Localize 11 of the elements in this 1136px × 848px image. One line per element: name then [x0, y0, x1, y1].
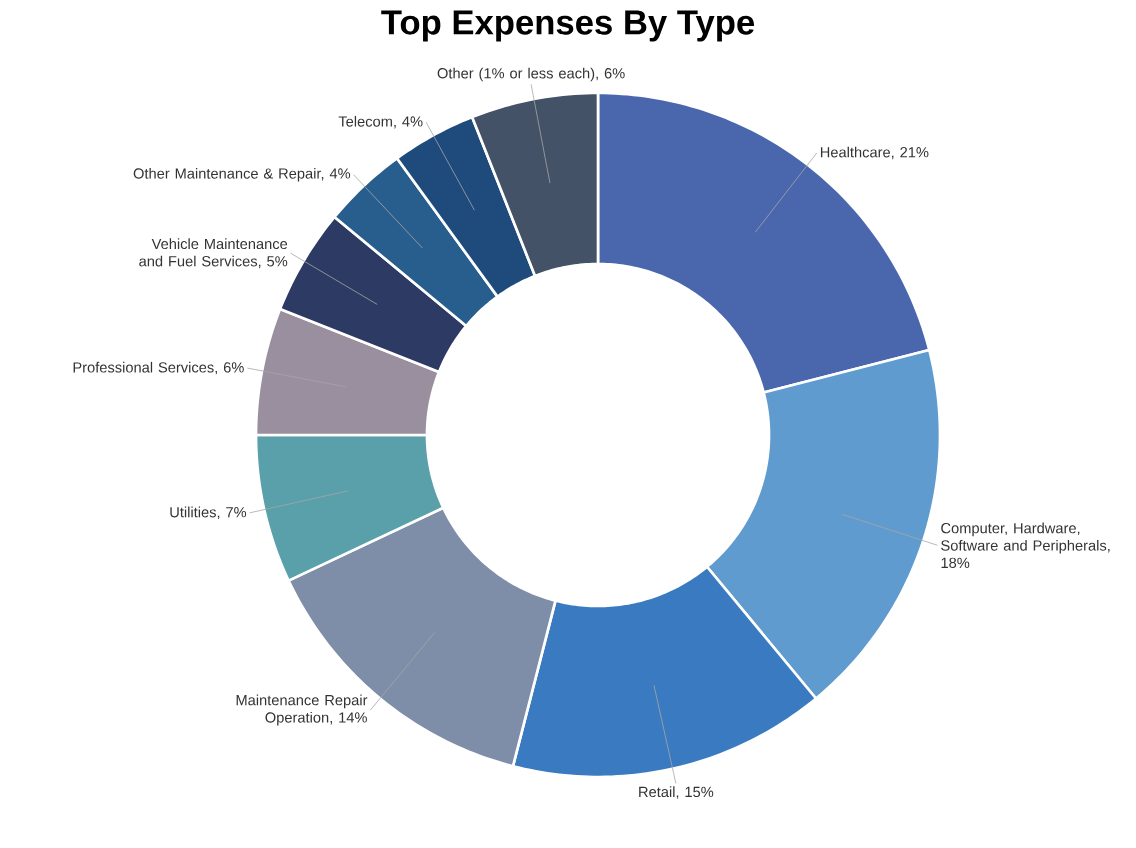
slice-label: Telecom, 4% [338, 115, 423, 129]
slice-label: Professional Services, 6% [73, 361, 244, 375]
slice-label: Other (1% or less each), 6% [437, 67, 625, 82]
slice-label: Other Maintenance & Repair, 4% [133, 167, 351, 182]
slice-label: Maintenance Repair Operation, 14% [236, 694, 368, 726]
chart-title: Top Expenses By Type [381, 10, 755, 42]
slice-label: Retail, 15% [639, 786, 714, 799]
slice-label: Utilities, 7% [170, 506, 247, 520]
slice-label: Vehicle Maintenance and Fuel Services, 5% [139, 238, 288, 269]
slice-label: Computer, Hardware, Software and Peripherals, 18% [941, 522, 1110, 569]
slice-label: Healthcare, 21% [820, 146, 929, 160]
